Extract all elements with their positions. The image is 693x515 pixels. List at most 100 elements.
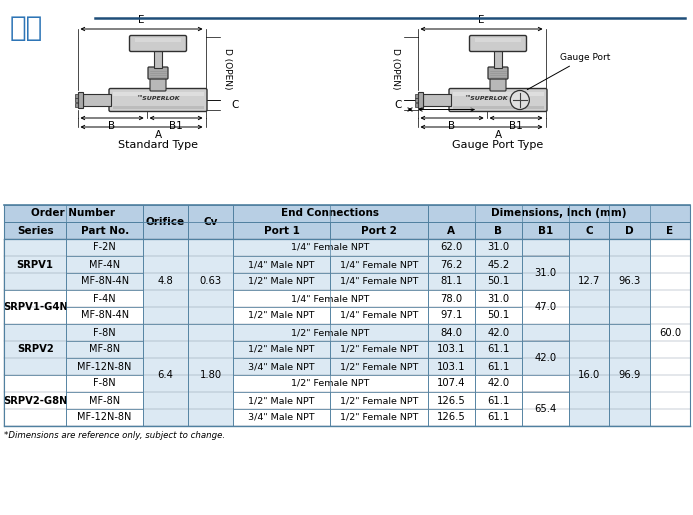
Bar xyxy=(453,92,543,96)
Bar xyxy=(428,273,475,290)
Bar xyxy=(650,239,690,426)
Text: Dimensions, Inch (mm): Dimensions, Inch (mm) xyxy=(491,209,626,218)
Text: F-4N: F-4N xyxy=(94,294,116,303)
Bar xyxy=(428,205,690,222)
Bar xyxy=(428,324,475,341)
Bar xyxy=(233,239,428,256)
Bar xyxy=(233,324,428,341)
Text: 97.1: 97.1 xyxy=(440,311,462,320)
Bar xyxy=(4,375,690,392)
Bar xyxy=(522,341,569,375)
Text: 0.63: 0.63 xyxy=(200,277,222,286)
Bar xyxy=(475,222,522,239)
Bar xyxy=(233,392,331,409)
Bar xyxy=(475,273,522,290)
Text: 61.1: 61.1 xyxy=(487,362,509,371)
Bar xyxy=(4,392,690,409)
Bar xyxy=(143,239,188,324)
Bar xyxy=(475,341,522,358)
Bar xyxy=(78,92,82,108)
Bar xyxy=(609,324,650,426)
Text: A: A xyxy=(494,130,502,140)
FancyBboxPatch shape xyxy=(130,36,186,52)
Bar xyxy=(428,239,475,256)
Bar xyxy=(331,341,428,358)
Text: B1: B1 xyxy=(169,121,183,131)
Text: 1.80: 1.80 xyxy=(200,370,222,380)
Bar xyxy=(428,222,475,239)
Bar xyxy=(67,409,143,426)
Bar xyxy=(233,222,331,239)
Bar xyxy=(475,307,522,324)
Text: 1/2" Male NPT: 1/2" Male NPT xyxy=(249,345,315,354)
Bar xyxy=(331,307,428,324)
Bar xyxy=(188,205,233,239)
Text: 1/2" Female NPT: 1/2" Female NPT xyxy=(340,413,418,422)
Bar xyxy=(4,239,67,290)
Bar xyxy=(4,256,690,273)
Text: 1/4" Male NPT: 1/4" Male NPT xyxy=(249,260,315,269)
Text: 6.4: 6.4 xyxy=(157,370,173,380)
Bar xyxy=(67,307,143,324)
Bar xyxy=(331,409,428,426)
Text: *Dimensions are reference only, subject to change.: *Dimensions are reference only, subject … xyxy=(4,431,225,440)
Text: 84.0: 84.0 xyxy=(440,328,462,337)
Bar xyxy=(475,409,522,426)
Bar xyxy=(4,375,67,426)
Bar xyxy=(414,98,417,102)
Bar xyxy=(67,324,143,341)
Text: MF-12N-8N: MF-12N-8N xyxy=(78,362,132,371)
Bar xyxy=(233,409,331,426)
Bar xyxy=(475,290,522,307)
Bar xyxy=(331,222,428,239)
Text: 1/2" Female NPT: 1/2" Female NPT xyxy=(340,345,418,354)
Text: 3/4" Male NPT: 3/4" Male NPT xyxy=(248,413,315,422)
Bar xyxy=(4,358,690,375)
Bar xyxy=(650,222,690,239)
Bar xyxy=(67,222,143,239)
Bar xyxy=(67,273,143,290)
Bar xyxy=(112,92,204,96)
Text: E: E xyxy=(666,226,674,235)
Text: 61.1: 61.1 xyxy=(487,396,509,405)
Bar xyxy=(609,239,650,324)
Text: 96.9: 96.9 xyxy=(618,370,641,380)
Text: F-2N: F-2N xyxy=(94,243,116,252)
Bar xyxy=(233,256,331,273)
Text: A: A xyxy=(447,226,455,235)
Bar xyxy=(143,205,188,239)
Bar xyxy=(609,222,650,239)
FancyBboxPatch shape xyxy=(490,77,506,91)
Text: B: B xyxy=(448,121,455,131)
Text: MF-12N-8N: MF-12N-8N xyxy=(78,413,132,422)
Bar xyxy=(154,50,162,68)
Bar xyxy=(75,98,78,102)
Bar xyxy=(4,409,690,426)
Text: 76.2: 76.2 xyxy=(440,260,462,269)
Text: 47.0: 47.0 xyxy=(534,302,556,312)
Bar xyxy=(475,239,522,256)
Text: 103.1: 103.1 xyxy=(437,362,466,371)
Text: 61.1: 61.1 xyxy=(487,345,509,354)
Text: Orifice: Orifice xyxy=(146,217,185,227)
FancyBboxPatch shape xyxy=(469,36,527,52)
Bar xyxy=(475,324,522,341)
Bar xyxy=(143,324,188,426)
Bar xyxy=(4,222,67,239)
Circle shape xyxy=(510,91,529,110)
Text: 31.0: 31.0 xyxy=(534,268,556,278)
Text: A: A xyxy=(155,130,161,140)
Text: 50.1: 50.1 xyxy=(487,311,509,320)
Text: Gauge Port: Gauge Port xyxy=(527,53,611,90)
Text: 78.0: 78.0 xyxy=(440,294,462,303)
FancyBboxPatch shape xyxy=(488,67,508,79)
Bar xyxy=(414,103,417,107)
Bar xyxy=(331,273,428,290)
Bar xyxy=(428,358,475,375)
Text: B: B xyxy=(494,226,502,235)
Text: 3/4" Male NPT: 3/4" Male NPT xyxy=(248,362,315,371)
Text: Order Number: Order Number xyxy=(31,209,116,218)
Text: 126.5: 126.5 xyxy=(437,396,466,405)
Text: 1/4" Female NPT: 1/4" Female NPT xyxy=(340,277,418,286)
Text: C: C xyxy=(231,100,239,110)
